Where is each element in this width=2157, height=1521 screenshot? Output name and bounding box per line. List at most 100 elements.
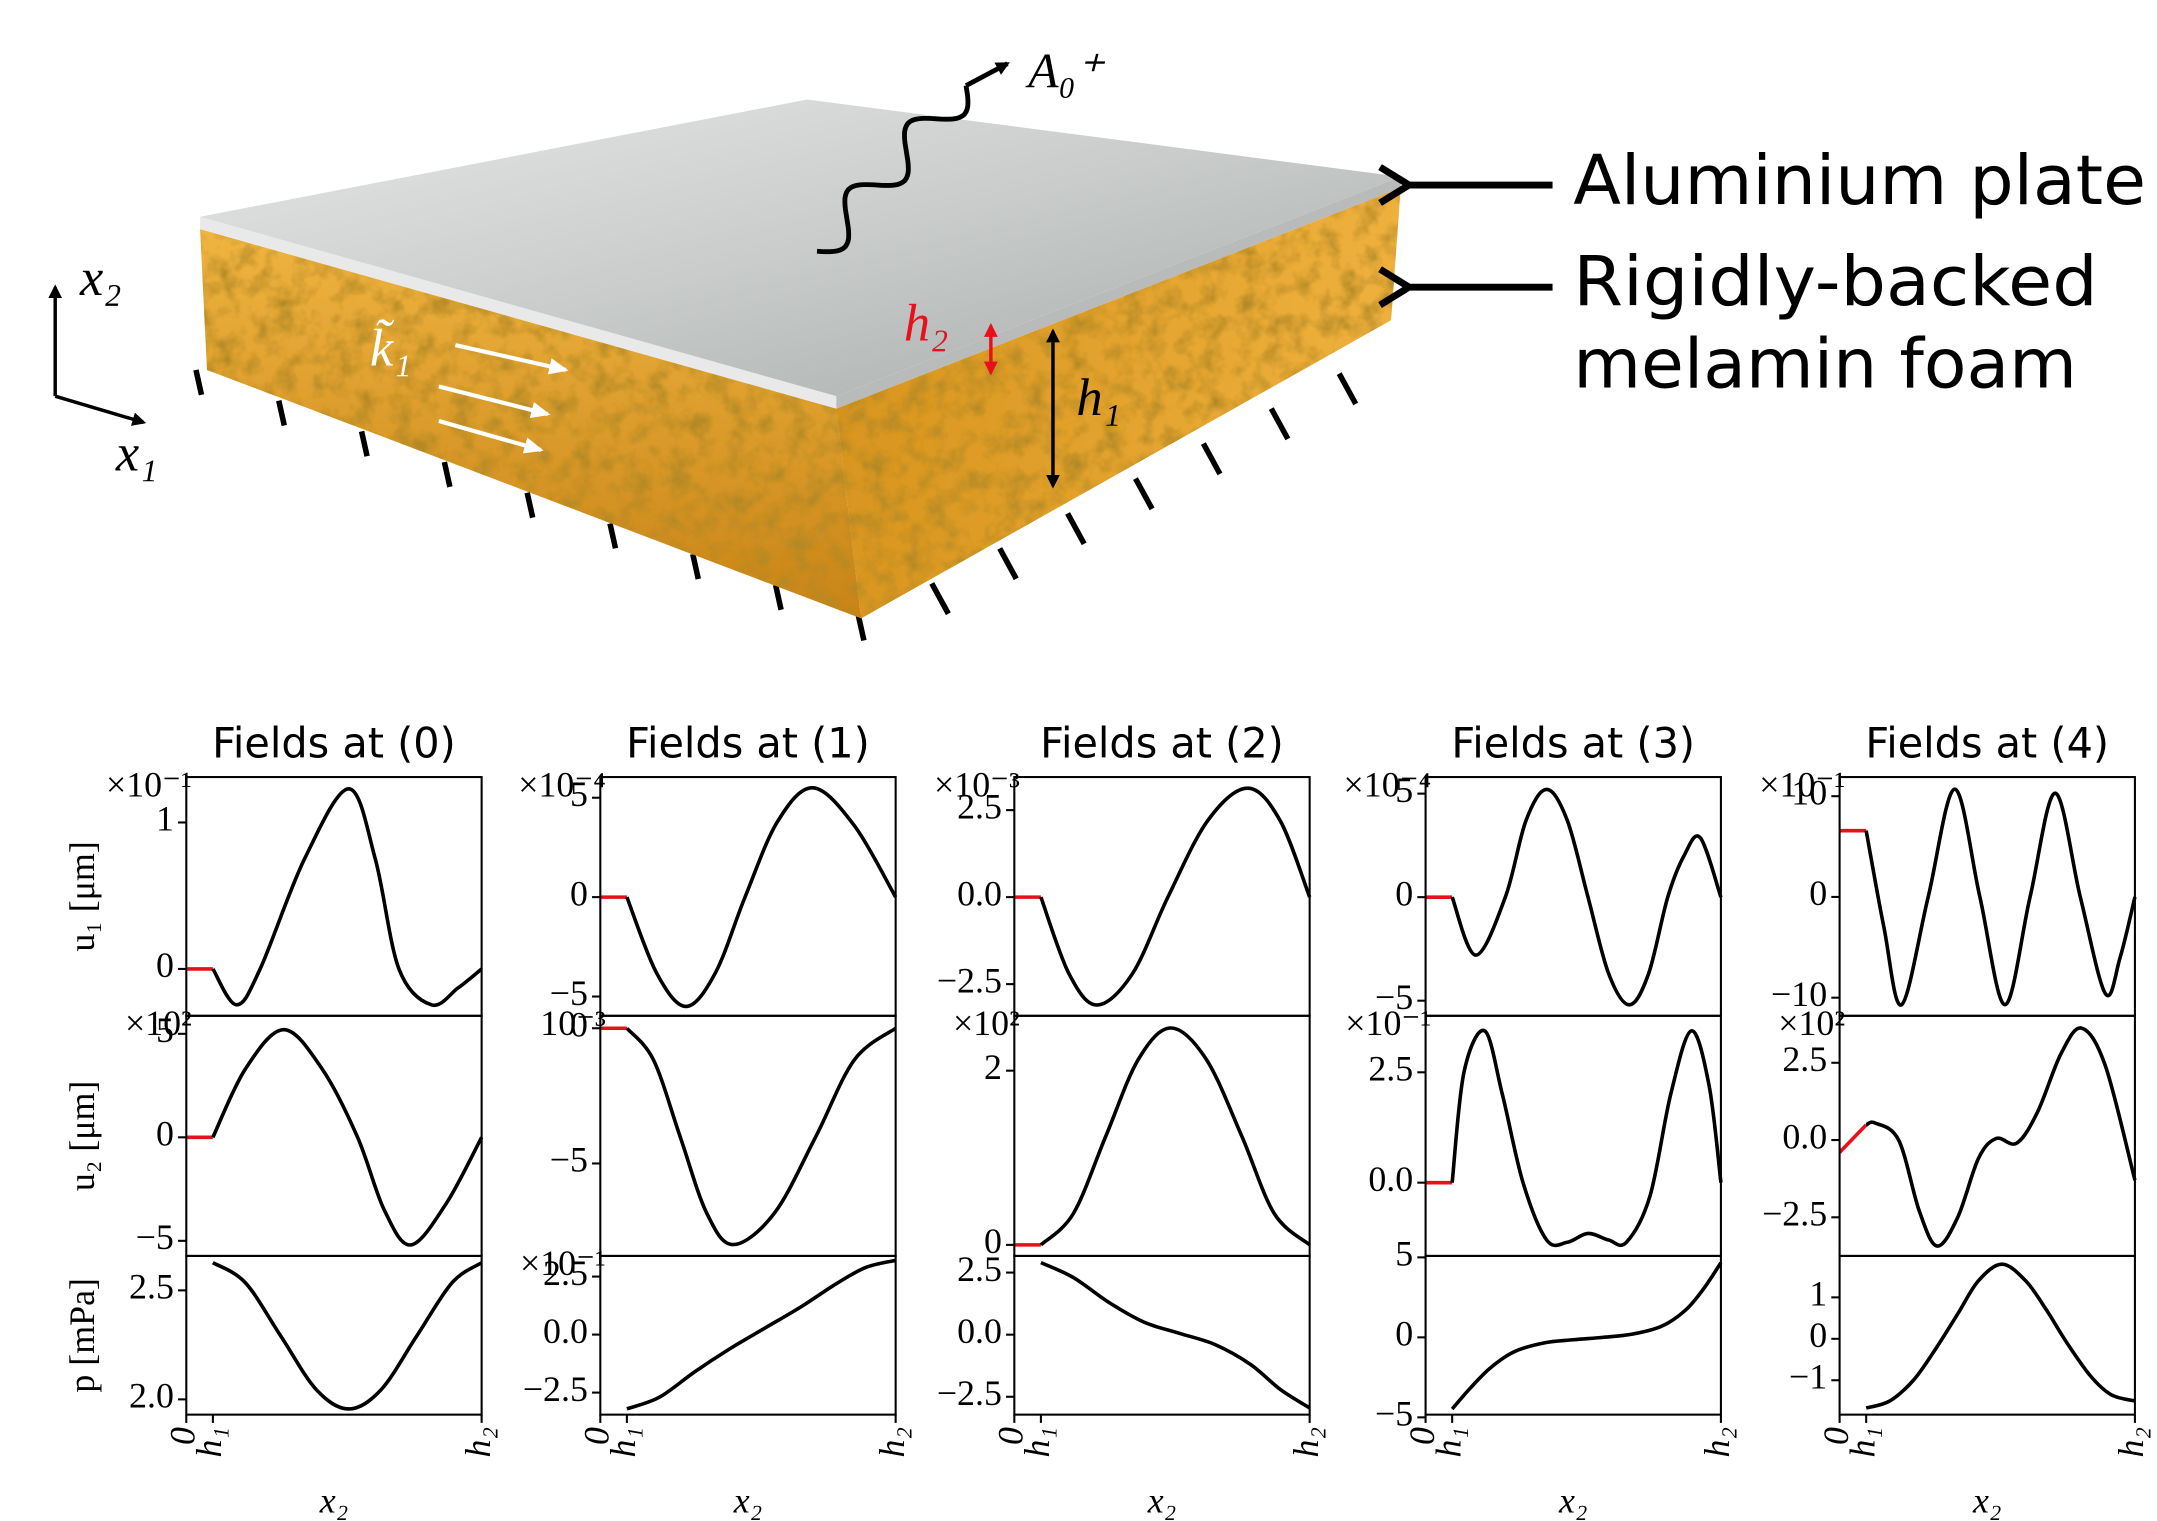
backing-tick [1065, 512, 1087, 546]
line [1039, 1026, 1311, 1247]
wavenumber-arrow [438, 419, 544, 454]
y-tick-label: 2.5 [957, 1249, 1002, 1289]
axes-frame [599, 1254, 897, 1416]
y-tick-label: 0.0 [543, 1311, 588, 1351]
y-tick-label: −1 [1789, 1356, 1827, 1396]
y-tick-label: −2.5 [937, 1373, 1002, 1413]
y-axis-label: u₂ [μm] [62, 1081, 102, 1191]
line [1865, 1262, 2136, 1410]
axes-frame [1424, 1254, 1722, 1416]
backing-tick [997, 547, 1019, 581]
y-tick-label: −2.5 [1762, 1194, 1827, 1234]
y-axis-label: u₁ [μm] [62, 841, 102, 951]
chart-title: Fields at (1) [626, 720, 870, 768]
line [1039, 786, 1312, 1007]
chart-title: Fields at (2) [1040, 720, 1284, 768]
x-tick-label: 0 [1816, 1427, 1856, 1445]
offset-text: ×10² [125, 1003, 192, 1043]
y-tick-label: 2.0 [129, 1376, 174, 1416]
y-tick-label: 2 [984, 1047, 1002, 1087]
axes-frame [185, 1254, 483, 1416]
axes-frame [1838, 1254, 2136, 1416]
chart-title: Fields at (0) [212, 720, 456, 768]
backing-tick [1133, 477, 1155, 511]
offset-text: ×10⁻⁴ [518, 764, 606, 804]
wave-arrow [964, 61, 1010, 88]
y-tick-label: −5 [550, 973, 588, 1013]
h1-label: h₁ [1076, 369, 1120, 427]
foam-side [836, 187, 1401, 619]
y-tick-label: 0.0 [957, 1311, 1002, 1351]
axes-frame [1013, 1254, 1311, 1416]
backing-tick [772, 584, 784, 611]
line [1838, 1123, 1868, 1154]
x-axis-label: x₂ [1558, 1481, 1587, 1521]
backing-tick [1200, 442, 1223, 476]
wavenumber-label: k̃₁ [370, 319, 412, 377]
y-tick-label: 5 [1395, 770, 1413, 810]
axes-frame [1013, 776, 1311, 1017]
wave [816, 85, 971, 255]
plate-top [200, 99, 1401, 397]
plate-label: Aluminium plate [1573, 141, 2146, 221]
x-tick-label: h₂ [458, 1427, 498, 1457]
y-tick-label: −5 [136, 1217, 174, 1257]
offset-text: ×10² [953, 1003, 1020, 1043]
y-tick-label: 10 [1791, 772, 1827, 812]
wave-label: A₀⁺ [1025, 43, 1106, 98]
offset-text: 10⁻³ [540, 1003, 606, 1043]
x-tick-label: h₂ [872, 1427, 912, 1457]
x-axis-label: x₂ [1147, 1481, 1176, 1521]
y-tick-label: 0 [156, 945, 174, 985]
y-tick-label: 0 [156, 1114, 174, 1154]
axes-frame [1013, 1014, 1311, 1257]
line [1450, 1028, 1723, 1248]
offset-text: ×10⁻⁴ [1344, 764, 1432, 804]
y-tick-label: 5 [156, 1010, 174, 1050]
h2-label: h₂ [904, 295, 948, 353]
offset-text: ×10² [1778, 1003, 1845, 1043]
backing-tick [193, 369, 205, 396]
y-tick-label: −2.5 [523, 1369, 588, 1409]
wavenumber-arrow [454, 343, 569, 375]
x-tick-label: h₂ [2111, 1427, 2151, 1457]
line [626, 1258, 897, 1411]
line [1040, 1261, 1311, 1410]
line [1865, 1026, 2137, 1248]
y-tick-label: 0.0 [1782, 1116, 1827, 1156]
foam-label: melamin foam [1573, 325, 2077, 405]
axes-frame [1838, 776, 2136, 1017]
backing-tick [524, 492, 536, 519]
y-tick-label: −5 [1375, 977, 1413, 1017]
illustration: A₀⁺ Aluminium plate Rigidly-backed melam… [48, 43, 2146, 642]
line [1450, 1261, 1723, 1411]
offset-text: ×10⁻¹ [106, 764, 192, 804]
line [211, 786, 483, 1008]
x-tick-label: h₁ [1428, 1427, 1468, 1457]
axis-label: x₂ [79, 249, 122, 307]
y-tick-label: −5 [550, 1140, 588, 1180]
line [1864, 787, 2137, 1007]
offset-text: ×10⁻³ [934, 764, 1020, 804]
backing-tick [855, 614, 867, 642]
y-tick-label: 5 [1395, 1234, 1413, 1274]
axes-frame [599, 1014, 897, 1257]
y-tick-label: −2.5 [937, 960, 1002, 1000]
backing-tick [929, 582, 951, 616]
y-tick-label: 0 [1395, 1314, 1413, 1354]
axes-frame [599, 776, 897, 1017]
axes-frame [1838, 1014, 2136, 1257]
y-tick-label: 5 [570, 774, 588, 814]
line [211, 1261, 483, 1411]
line [625, 786, 898, 1009]
y-tick-label: 0 [570, 873, 588, 913]
y-tick-label: 1 [1809, 1274, 1827, 1314]
y-tick-label: 0 [1809, 1315, 1827, 1355]
y-tick-label: 0.0 [1368, 1159, 1413, 1199]
plate-edge [200, 216, 837, 409]
x-tick-label: h₂ [1286, 1427, 1326, 1457]
x-axis-label: x₂ [1972, 1481, 2001, 1521]
y-tick-label: 2.5 [957, 786, 1002, 826]
y-axis-label: p [mPa] [62, 1278, 102, 1393]
x-tick-label: 0 [991, 1427, 1031, 1445]
